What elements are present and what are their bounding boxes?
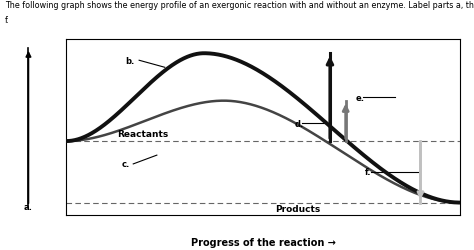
Text: d.: d. xyxy=(294,120,304,128)
Text: The following graph shows the energy profile of an exergonic reaction with and w: The following graph shows the energy pro… xyxy=(5,1,474,10)
Text: Reactants: Reactants xyxy=(118,129,169,138)
Text: e.: e. xyxy=(356,93,365,102)
Text: Progress of the reaction →: Progress of the reaction → xyxy=(191,238,336,248)
Text: c.: c. xyxy=(121,160,130,169)
Text: f.: f. xyxy=(365,168,372,176)
Text: b.: b. xyxy=(125,56,135,66)
Text: a.: a. xyxy=(24,202,33,211)
Text: Products: Products xyxy=(275,204,320,214)
Text: f.: f. xyxy=(5,16,9,25)
